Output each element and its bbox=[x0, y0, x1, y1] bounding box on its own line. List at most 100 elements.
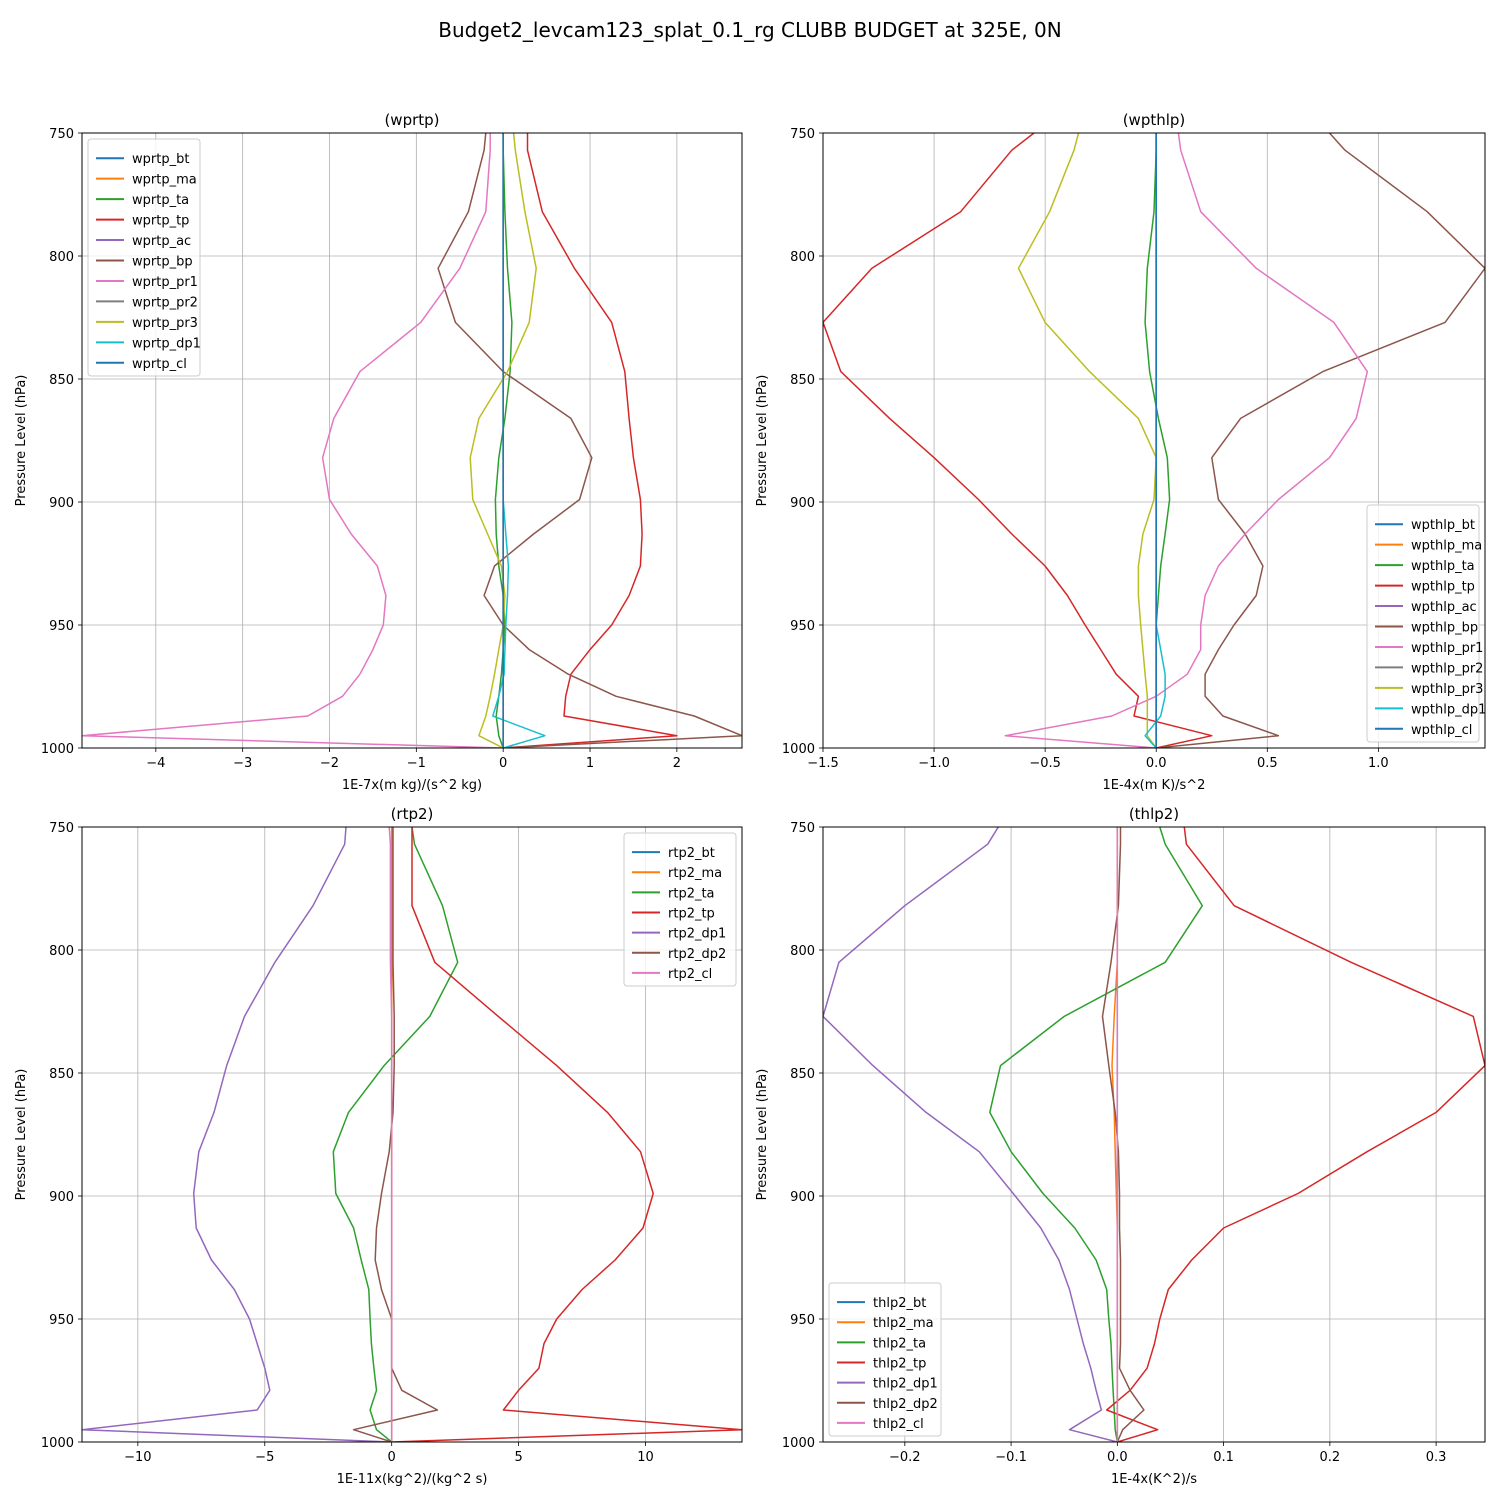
legend-label-wpthlp_ma: wpthlp_ma bbox=[1411, 539, 1482, 554]
legend-label-thlp2_cl: thlp2_cl bbox=[873, 1417, 924, 1432]
x-tick-label: −2 bbox=[320, 756, 339, 771]
x-tick-label: 0 bbox=[499, 756, 507, 771]
x-tick-label: −5 bbox=[255, 1450, 274, 1465]
legend-label-wpthlp_ac: wpthlp_ac bbox=[1411, 600, 1477, 615]
y-tick-label: 750 bbox=[49, 127, 74, 142]
series-line-rtp2_dp1 bbox=[82, 827, 392, 1442]
x-tick-label: 2 bbox=[673, 756, 681, 771]
legend-label-thlp2_dp2: thlp2_dp2 bbox=[873, 1397, 938, 1412]
y-axis-label: Pressure Level (hPa) bbox=[755, 1069, 770, 1201]
legend-label-wpthlp_cl: wpthlp_cl bbox=[1411, 723, 1472, 738]
legend-label-wprtp_bt: wprtp_bt bbox=[132, 152, 189, 167]
x-tick-label: 0.3 bbox=[1426, 1450, 1447, 1465]
plot-frame bbox=[822, 132, 1486, 749]
legend-label-wpthlp_pr3: wpthlp_pr3 bbox=[1411, 682, 1483, 697]
y-tick-label: 950 bbox=[49, 1313, 74, 1328]
legend-label-wpthlp_tp: wpthlp_tp bbox=[1411, 580, 1475, 595]
subplot-title: (wprtp) bbox=[384, 111, 439, 129]
legend-label-thlp2_tp: thlp2_tp bbox=[873, 1357, 926, 1372]
legend-label-wprtp_bp: wprtp_bp bbox=[132, 255, 193, 270]
series-line-wpthlp_tp bbox=[823, 133, 1213, 748]
x-tick-label: −0.2 bbox=[889, 1450, 921, 1465]
legend-label-wpthlp_bt: wpthlp_bt bbox=[1411, 518, 1475, 533]
series-line-wpthlp_pr3 bbox=[1017, 133, 1157, 748]
y-tick-label: 900 bbox=[790, 496, 815, 511]
legend-label-rtp2_dp2: rtp2_dp2 bbox=[668, 947, 726, 962]
x-tick-label: −10 bbox=[124, 1450, 151, 1465]
x-tick-label: −0.5 bbox=[1029, 756, 1061, 771]
y-tick-label: 850 bbox=[790, 1067, 815, 1082]
legend-label-wpthlp_dp1: wpthlp_dp1 bbox=[1411, 702, 1486, 717]
legend-label-thlp2_ta: thlp2_ta bbox=[873, 1336, 926, 1351]
subplot-2: −1.5 −1.0 −0.5 0.0 0.5 1.0 750 800 850 900 950 1000… bbox=[755, 111, 1486, 793]
series-line-rtp2_ta bbox=[332, 827, 459, 1442]
legend-label-wprtp_ma: wprtp_ma bbox=[132, 173, 197, 188]
series-group bbox=[82, 827, 742, 1442]
x-tick-label: −1.5 bbox=[807, 756, 839, 771]
x-tick-label: 1 bbox=[586, 756, 594, 771]
subplot-title: (thlp2) bbox=[1129, 805, 1179, 823]
y-tick-label: 950 bbox=[790, 619, 815, 634]
legend-label-wprtp_ta: wprtp_ta bbox=[132, 193, 189, 208]
y-tick-label: 750 bbox=[790, 821, 815, 836]
y-tick-label: 800 bbox=[790, 944, 815, 959]
legend-label-rtp2_ta: rtp2_ta bbox=[668, 886, 715, 901]
x-tick-label: 0.2 bbox=[1320, 1450, 1341, 1465]
y-tick-label: 1000 bbox=[782, 742, 815, 757]
legend-label-rtp2_bt: rtp2_bt bbox=[668, 846, 715, 861]
y-tick-label: 900 bbox=[49, 496, 74, 511]
series-line-wprtp_pr1 bbox=[82, 133, 504, 748]
y-tick-label: 850 bbox=[49, 1067, 74, 1082]
x-tick-label: −1.0 bbox=[918, 756, 950, 771]
y-tick-label: 800 bbox=[49, 944, 74, 959]
legend-label-thlp2_bt: thlp2_bt bbox=[873, 1296, 926, 1311]
figure-title: Budget2_levcam123_splat_0.1_rg CLUBB BUD… bbox=[438, 18, 1061, 42]
legend-label-thlp2_dp1: thlp2_dp1 bbox=[873, 1377, 938, 1392]
legend: wprtp_bt wprtp_ma wprtp_ta wprtp_tp wprtp_ac… bbox=[87, 138, 201, 377]
legend-label-wpthlp_pr1: wpthlp_pr1 bbox=[1411, 641, 1483, 656]
legend: thlp2_bt thlp2_ma thlp2_ta thlp2_tp thlp2_dp… bbox=[828, 1282, 942, 1437]
subplot-4: −0.2 −0.1 0.0 0.1 0.2 0.3 750 800 850 900 950 1000 (… bbox=[755, 805, 1486, 1487]
y-tick-label: 900 bbox=[790, 1190, 815, 1205]
y-tick-label: 800 bbox=[49, 250, 74, 265]
y-tick-label: 1000 bbox=[41, 1436, 74, 1451]
legend-label-wprtp_cl: wprtp_cl bbox=[132, 357, 187, 372]
x-axis-label: 1E-4x(m K)/s^2 bbox=[1103, 778, 1206, 793]
y-tick-label: 1000 bbox=[41, 742, 74, 757]
series-line-wprtp_pr3 bbox=[469, 133, 537, 748]
legend-label-wprtp_pr3: wprtp_pr3 bbox=[132, 316, 198, 331]
series-line-wprtp_tp bbox=[503, 133, 678, 748]
legend-label-wprtp_tp: wprtp_tp bbox=[132, 214, 189, 229]
y-axis-label: Pressure Level (hPa) bbox=[755, 375, 770, 507]
x-tick-label: 0 bbox=[388, 1450, 396, 1465]
legend-label-wprtp_ac: wprtp_ac bbox=[132, 234, 191, 249]
subplot-title: (rtp2) bbox=[391, 805, 434, 823]
subplot-title: (wpthlp) bbox=[1123, 111, 1186, 129]
series-line-rtp2_cl bbox=[388, 827, 393, 1442]
series-group bbox=[823, 133, 1485, 748]
x-axis-label: 1E-4x(K^2)/s bbox=[1111, 1472, 1197, 1487]
legend-label-rtp2_ma: rtp2_ma bbox=[668, 866, 722, 881]
y-tick-label: 1000 bbox=[782, 1436, 815, 1451]
x-tick-label: 0.0 bbox=[1146, 756, 1167, 771]
x-axis-label: 1E-11x(kg^2)/(kg^2 s) bbox=[337, 1472, 488, 1487]
x-tick-label: −4 bbox=[146, 756, 165, 771]
x-tick-label: 5 bbox=[514, 1450, 522, 1465]
legend-label-wpthlp_bp: wpthlp_bp bbox=[1411, 621, 1478, 636]
series-group bbox=[82, 133, 742, 748]
series-line-rtp2_tp bbox=[391, 827, 742, 1442]
y-tick-label: 900 bbox=[49, 1190, 74, 1205]
legend-label-wprtp_pr2: wprtp_pr2 bbox=[132, 295, 198, 310]
plot-frame bbox=[81, 826, 743, 1443]
y-axis-label: Pressure Level (hPa) bbox=[14, 375, 29, 507]
legend: wpthlp_bt wpthlp_ma wpthlp_ta wpthlp_tpwpth… bbox=[1366, 504, 1486, 743]
legend: rtp2_bt rtp2_ma rtp2_ta rtp2_tp rtp2_dp1 rtp2… bbox=[623, 832, 737, 987]
x-tick-label: 0.1 bbox=[1213, 1450, 1234, 1465]
x-tick-label: 0.5 bbox=[1257, 756, 1278, 771]
series-line-thlp2_ta bbox=[989, 827, 1204, 1442]
x-axis-label: 1E-7x(m kg)/(s^2 kg) bbox=[342, 778, 482, 793]
plot-frame bbox=[81, 132, 743, 749]
x-tick-label: −3 bbox=[233, 756, 252, 771]
y-tick-label: 950 bbox=[790, 1313, 815, 1328]
